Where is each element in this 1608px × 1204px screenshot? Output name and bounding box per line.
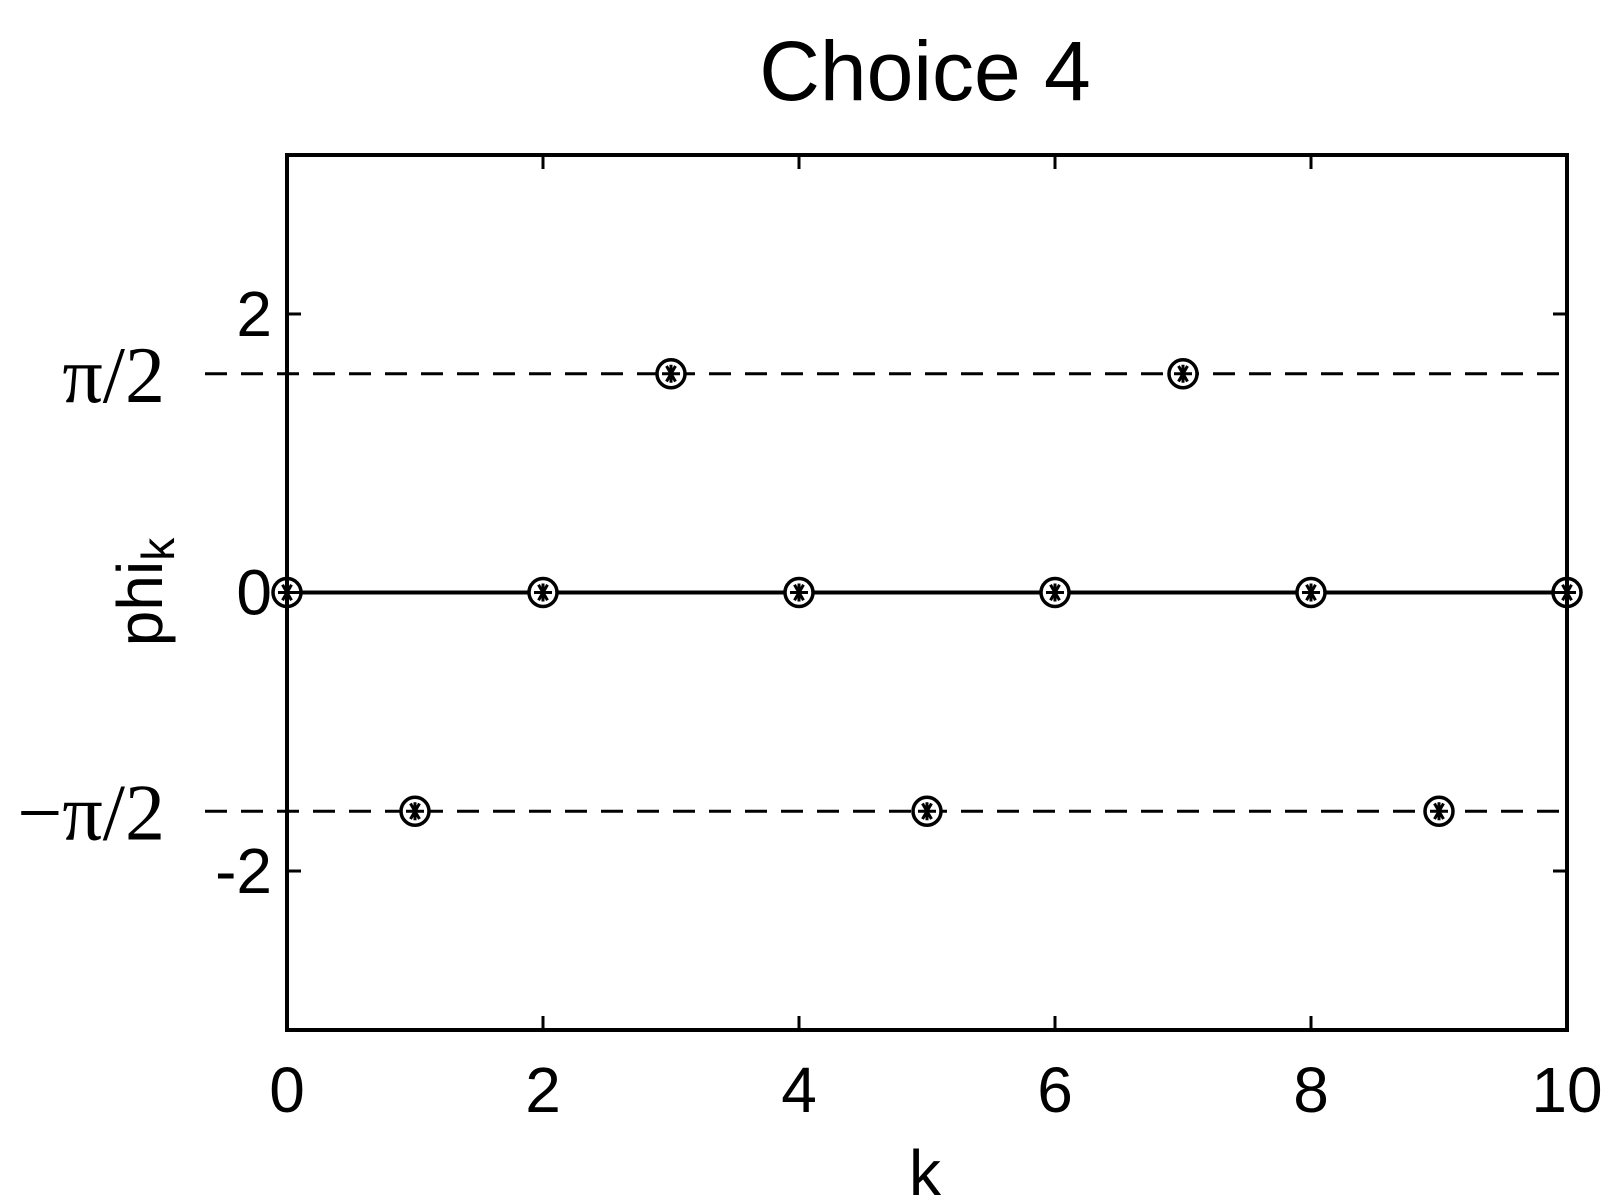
reference-lines: [205, 372, 1567, 813]
data-point-0-8: [1295, 576, 1327, 609]
reference-labels: π/2 −π/2: [17, 332, 165, 858]
x-tick-label-3: 6: [1037, 1054, 1073, 1126]
x-tick-label-2: 4: [781, 1054, 817, 1126]
y-tick-label-2: -2: [215, 835, 272, 907]
axis-ticks: 0 2 4 6 8 10 2 0 -2: [215, 155, 1603, 1126]
y-axis-label: phik: [104, 537, 184, 646]
y-tick-label-0: 2: [236, 278, 272, 350]
reference-label-0: π/2: [62, 332, 165, 420]
svg-text:phik: phik: [104, 537, 184, 646]
x-tick-label-4: 8: [1293, 1054, 1329, 1126]
data-point-0-5: [911, 795, 943, 827]
data-point-0-4: [783, 576, 815, 609]
x-tick-label-0: 0: [269, 1054, 305, 1126]
y-tick-label-1: 0: [236, 557, 272, 629]
data-point-0-7: [1167, 358, 1199, 390]
y-axis-label-subscript: k: [132, 537, 184, 561]
data-points: [271, 358, 1583, 827]
chart-title: Choice 4: [759, 24, 1091, 118]
data-point-0-9: [1423, 795, 1455, 827]
data-point-0-1: [399, 795, 431, 827]
x-tick-label-1: 2: [525, 1054, 561, 1126]
data-point-0-2: [527, 576, 559, 609]
x-axis-label: k: [909, 1137, 942, 1204]
y-axis-label-main: phi: [104, 561, 176, 646]
reference-label-2: −π/2: [17, 769, 165, 857]
x-tick-label-5: 10: [1531, 1054, 1602, 1126]
data-point-0-3: [655, 358, 687, 390]
data-point-0-6: [1039, 576, 1071, 609]
